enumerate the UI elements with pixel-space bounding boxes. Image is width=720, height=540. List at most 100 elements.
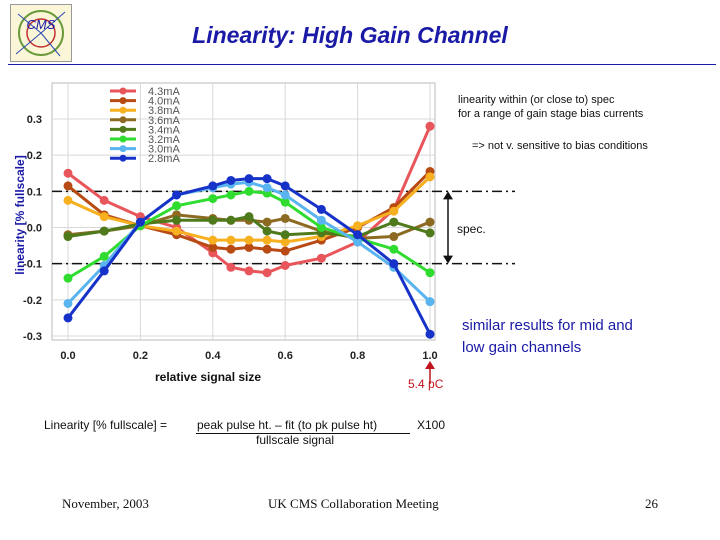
spec-arrow-head-top	[443, 191, 453, 200]
footer-page-number: 26	[645, 496, 658, 511]
data-point	[262, 226, 272, 236]
data-point	[425, 329, 435, 339]
footer-date: November, 2003	[62, 496, 149, 511]
legend-swatch-marker	[119, 87, 127, 95]
data-point	[389, 232, 399, 242]
x-tick-label: 1.0	[422, 350, 437, 362]
data-point	[425, 121, 435, 131]
data-point	[262, 174, 272, 184]
y-tick-label: -0.3	[23, 331, 42, 343]
legend-label: 3.8mA	[148, 105, 180, 117]
similar-results-line2: low gain channels	[462, 339, 582, 356]
legend-swatch-marker	[119, 135, 127, 143]
legend-label: 2.8mA	[148, 153, 180, 165]
data-point	[135, 217, 145, 227]
y-axis-label: linearity [% fullscale]	[13, 155, 27, 275]
data-point	[280, 190, 290, 200]
data-point	[353, 221, 363, 231]
charge-arrow-head	[425, 361, 435, 369]
data-point	[63, 168, 73, 178]
data-point	[208, 194, 218, 204]
data-point	[63, 313, 73, 323]
x-tick-label: 0.6	[278, 350, 293, 362]
data-point	[99, 212, 109, 222]
data-point	[280, 246, 290, 256]
linearity-note-line2: for a range of gain stage bias currents	[458, 108, 644, 120]
x-tick-label: 0.2	[133, 350, 148, 362]
linearity-note-line1: linearity within (or close to) spec	[458, 94, 615, 106]
data-point	[99, 266, 109, 276]
plot-area	[51, 82, 436, 341]
data-point	[244, 266, 254, 276]
formula-denominator: fullscale signal	[256, 433, 335, 447]
x-tick-label: 0.0	[60, 350, 75, 362]
data-point	[63, 298, 73, 308]
legend-label: 3.2mA	[148, 134, 180, 146]
chart-axes: 0.3 0.2 0.1 0.0 -0.1 -0.2 -0.3 0.0 0.2 0.4 0.6 0.8 1…	[23, 114, 438, 362]
data-point	[353, 230, 363, 240]
data-point	[63, 181, 73, 191]
linearity-note: linearity within (or close to) spec for …	[458, 93, 643, 121]
data-point	[280, 181, 290, 191]
data-point	[425, 172, 435, 182]
formula-fraction-bar	[196, 433, 410, 434]
data-point	[63, 232, 73, 242]
x-tick-label: 0.8	[350, 350, 365, 362]
data-point	[99, 251, 109, 261]
legend-label: 3.6mA	[148, 115, 180, 127]
data-point	[226, 235, 236, 245]
data-point	[280, 230, 290, 240]
spec-arrow-head-bottom	[443, 255, 453, 264]
x-axis-label: relative signal size	[155, 370, 262, 384]
data-point	[208, 235, 218, 245]
data-point	[226, 215, 236, 225]
data-point	[208, 215, 218, 225]
data-point	[226, 175, 236, 185]
data-point	[316, 253, 326, 263]
data-point	[208, 181, 218, 191]
x-tick-label: 0.4	[205, 350, 221, 362]
charge-annotation: 5.4 pC	[408, 377, 444, 391]
legend-swatch-marker	[119, 116, 127, 124]
legend-swatch-marker	[119, 145, 127, 153]
y-tick-label: 0.0	[27, 223, 42, 235]
data-point	[63, 273, 73, 283]
data-point	[280, 260, 290, 270]
y-tick-label: -0.2	[23, 295, 42, 307]
legend-swatch-marker	[119, 154, 127, 162]
data-point	[244, 186, 254, 196]
legend-swatch-marker	[119, 97, 127, 105]
y-tick-label: 0.3	[27, 114, 42, 126]
data-point	[389, 217, 399, 227]
legend-label: 4.0mA	[148, 96, 180, 108]
data-point	[262, 183, 272, 193]
spec-lines	[52, 190, 515, 384]
data-point	[425, 228, 435, 238]
data-point	[262, 217, 272, 227]
chart-grid	[51, 82, 436, 341]
legend-label: 3.0mA	[148, 144, 180, 156]
formula-multiplier: X100	[417, 418, 446, 432]
data-point	[244, 235, 254, 245]
title-divider	[8, 64, 716, 65]
y-tick-label: 0.1	[27, 186, 42, 198]
data-point	[389, 206, 399, 216]
data-point	[226, 244, 236, 254]
similar-results-line1: similar results for mid and	[462, 317, 633, 334]
data-point	[425, 217, 435, 227]
data-point	[262, 268, 272, 278]
logo-lettering: CMS	[27, 17, 56, 32]
data-point	[226, 262, 236, 272]
bias-insensitive-note: => not v. sensitive to bias conditions	[472, 140, 648, 152]
data-point	[226, 190, 236, 200]
similar-results-note: similar results for mid and low gain cha…	[462, 315, 633, 359]
y-tick-label: -0.1	[23, 259, 42, 271]
y-tick-label: 0.2	[27, 150, 42, 162]
spec-label: spec.	[457, 222, 486, 236]
data-point	[99, 226, 109, 236]
data-point	[99, 195, 109, 205]
data-point	[280, 213, 290, 223]
data-point	[316, 204, 326, 214]
